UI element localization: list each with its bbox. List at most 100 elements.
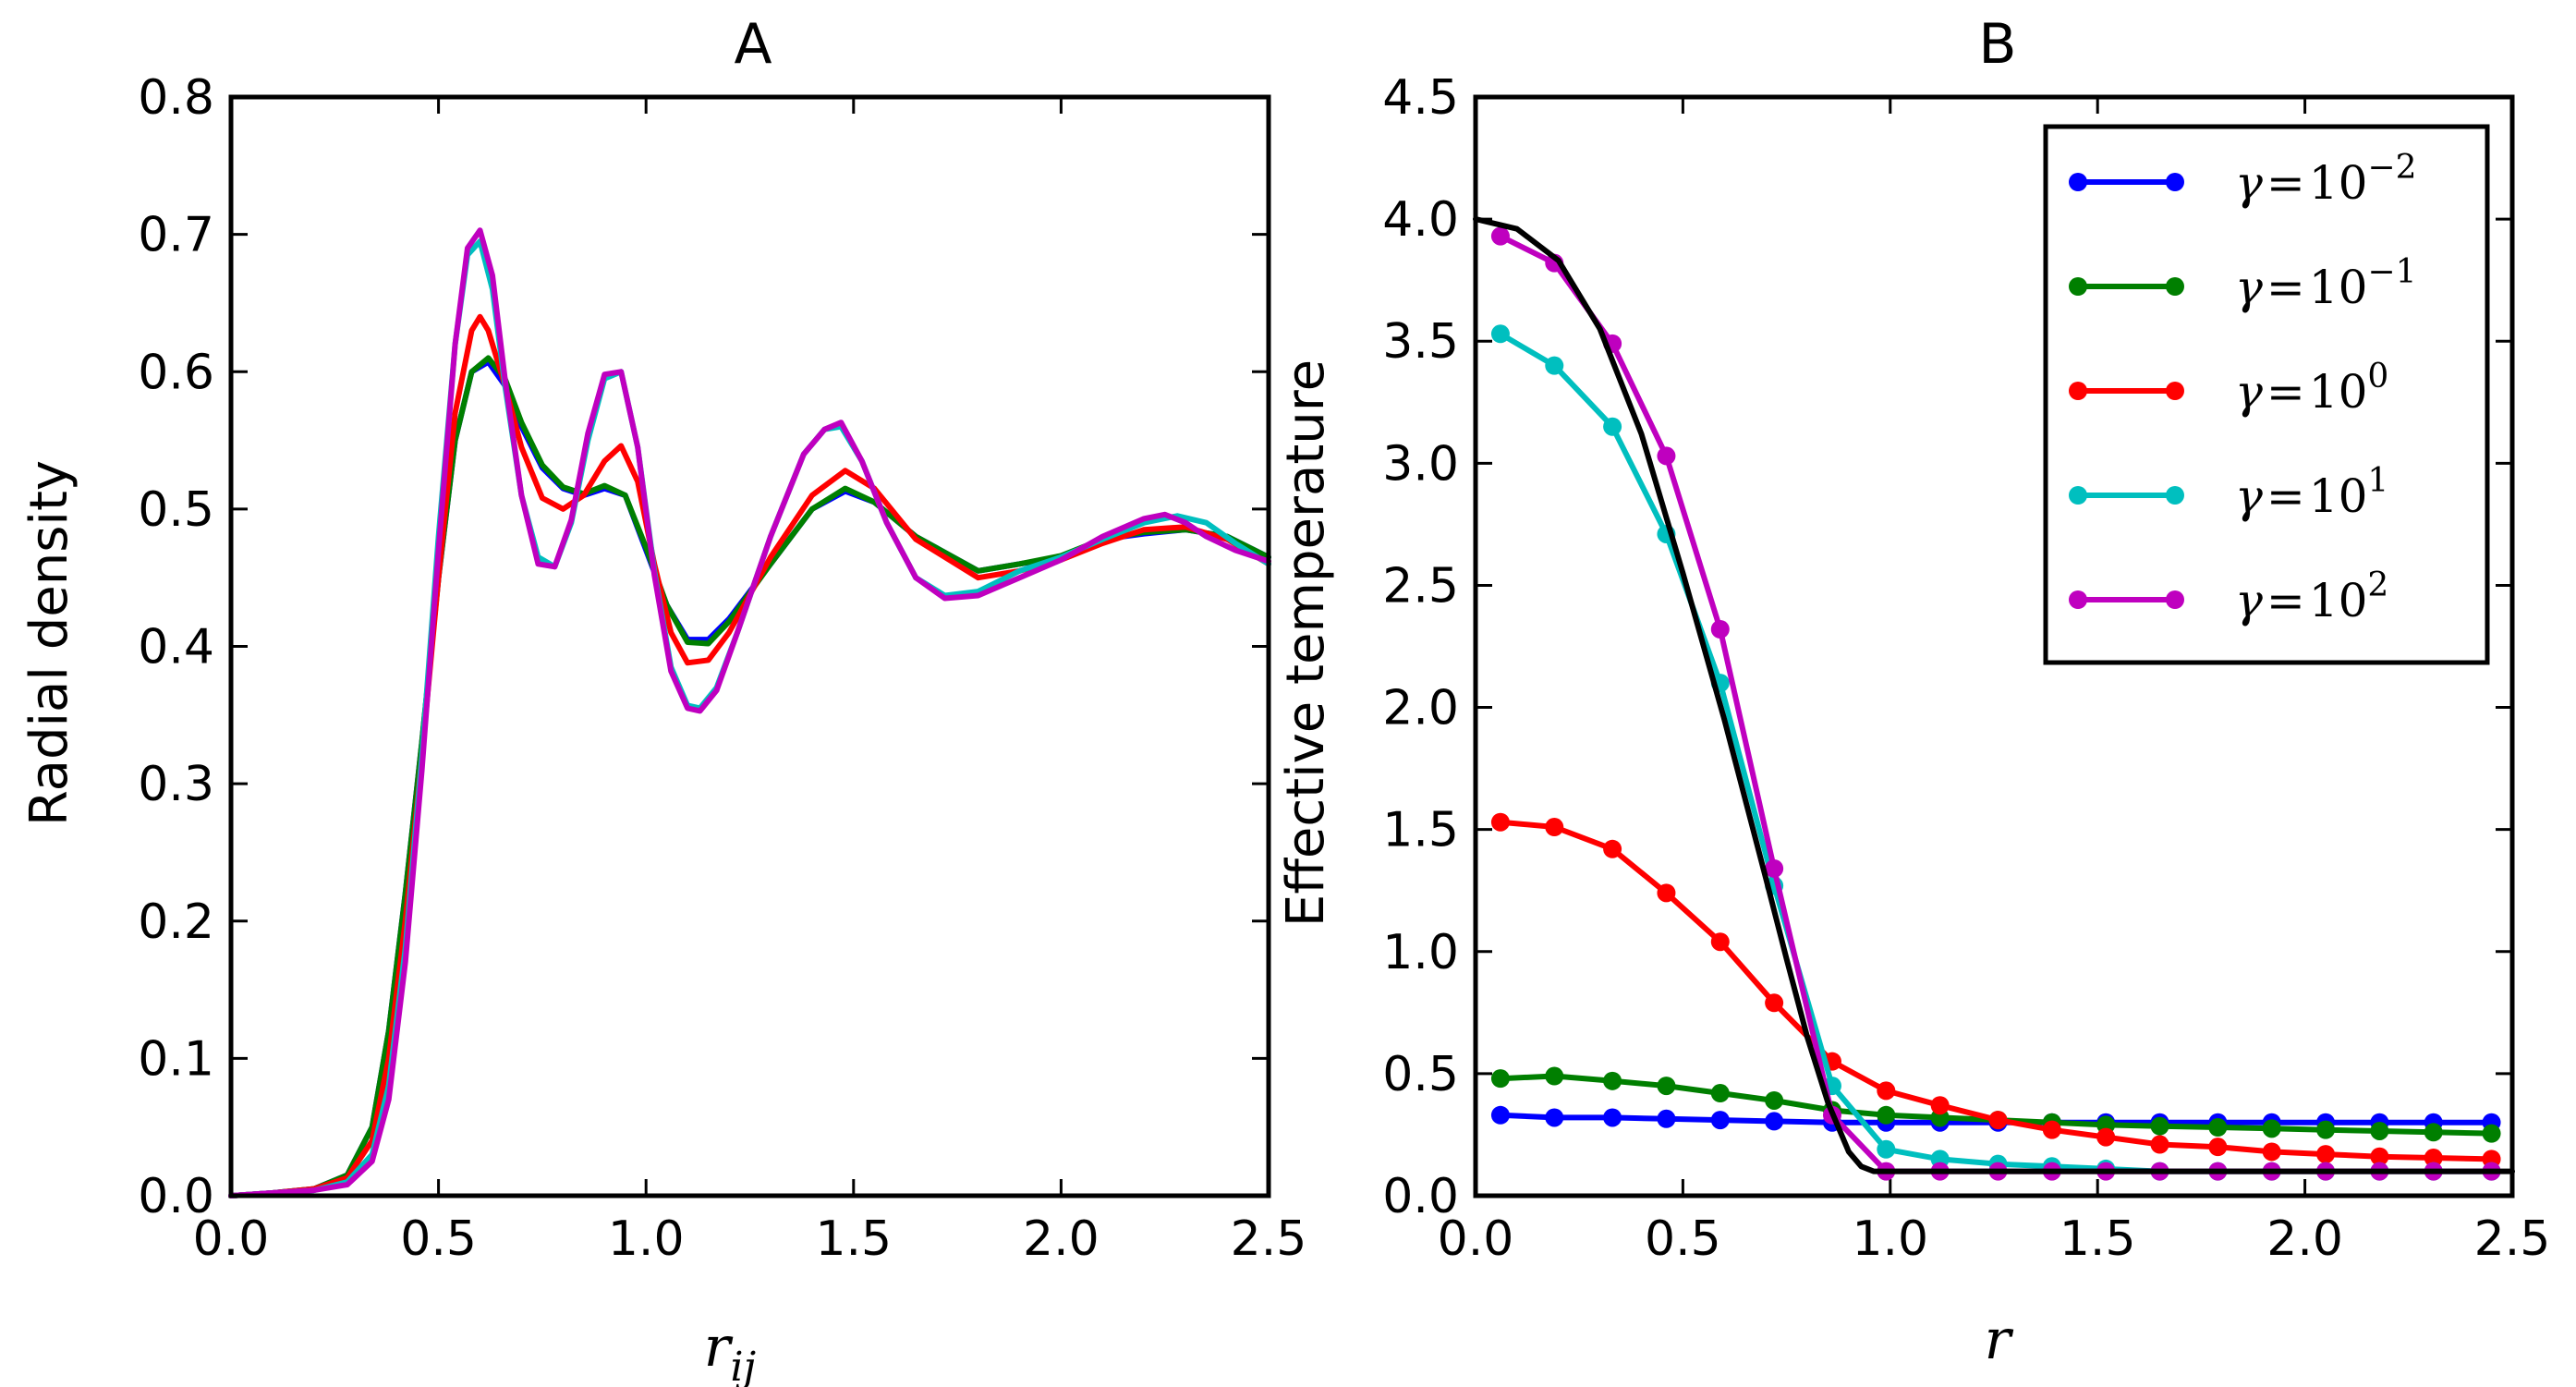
- panel-a-xlabel-sub: ij: [730, 1344, 756, 1387]
- legend-marker-green: [2166, 277, 2184, 296]
- b-point-magenta: [1657, 446, 1676, 466]
- b-ytick-label: 0.0: [1382, 1169, 1459, 1224]
- panel-a-ticks: 0.0 0.5 1.0 1.5 2.0 2.5 0.0 0.1 0.2 0.3 0.4 0.5 0.6 0…: [138, 70, 1306, 1267]
- b-point-red: [2096, 1127, 2116, 1147]
- b-point-green: [2482, 1124, 2501, 1143]
- legend-marker-blue: [2166, 173, 2184, 191]
- panel-b: B Effective temperature r 0.0 0.5 1.0 1.5 2.…: [1276, 12, 2550, 1372]
- b-xtick-label: 0.0: [1438, 1211, 1514, 1267]
- legend-marker-red: [2166, 382, 2184, 400]
- b-point-green: [1657, 1077, 1676, 1096]
- b-point-red: [2208, 1138, 2228, 1157]
- b-point-green: [1710, 1084, 1730, 1103]
- legend-eq: =: [2266, 469, 2305, 523]
- legend-base: 10: [2309, 469, 2368, 523]
- b-point-cyan: [1877, 1139, 1896, 1159]
- panel-b-frame: [1473, 94, 2515, 1198]
- b-point-red: [2042, 1120, 2061, 1139]
- b-point-green: [1765, 1090, 1784, 1110]
- legend-box: [2043, 124, 2490, 665]
- a-ytick-label: 0.7: [138, 208, 214, 263]
- b-point-green: [1603, 1071, 1622, 1090]
- legend-base: 10: [2309, 261, 2368, 314]
- legend-gamma: γ: [2235, 261, 2263, 314]
- b-point-cyan: [1490, 324, 1510, 344]
- panel-a: A Radial density rij 0.0 0.5 1.0 1.5 2.0 2.50…: [19, 12, 1306, 1387]
- legend-label-green: γ=10−1: [2235, 253, 2417, 314]
- b-point-green: [2262, 1119, 2281, 1138]
- b-point-red: [1988, 1111, 2008, 1130]
- legend-marker-magenta: [2069, 590, 2087, 609]
- a-xtick-label: 2.0: [1023, 1211, 1100, 1267]
- a-xtick-label: 0.0: [193, 1211, 270, 1267]
- b-ytick-label: 4.0: [1382, 192, 1459, 248]
- legend-eq: =: [2266, 261, 2305, 314]
- b-point-red: [1765, 993, 1784, 1013]
- b-xtick-label: 1.5: [2060, 1211, 2136, 1267]
- a-ytick-label: 0.1: [138, 1031, 214, 1087]
- b-point-magenta: [1710, 620, 1730, 639]
- legend-marker-cyan: [2166, 486, 2184, 505]
- legend-exponent: −2: [2367, 149, 2416, 187]
- legend-base: 10: [2309, 365, 2368, 419]
- b-point-red: [2370, 1147, 2389, 1166]
- b-ytick-label: 3.5: [1382, 314, 1459, 370]
- a-ytick-label: 0.8: [138, 70, 214, 126]
- b-point-red: [2150, 1135, 2169, 1154]
- b-xtick-label: 2.5: [2474, 1211, 2551, 1267]
- b-xtick-label: 2.0: [2266, 1211, 2343, 1267]
- b-point-red: [2316, 1145, 2336, 1164]
- b-point-blue: [1603, 1108, 1622, 1127]
- a-ytick-label: 0.2: [138, 894, 214, 950]
- a-series-line-magenta: [228, 227, 1271, 1198]
- panel-a-xlabel-base: r: [704, 1315, 734, 1380]
- b-point-blue: [1765, 1112, 1784, 1131]
- b-ytick-label: 1.5: [1382, 803, 1459, 858]
- legend-gamma: γ: [2235, 156, 2263, 210]
- b-ytick-label: 4.5: [1382, 70, 1459, 126]
- b-point-green: [1877, 1105, 1896, 1125]
- b-ytick-label: 2.5: [1382, 558, 1459, 614]
- panel-a-title: A: [734, 12, 772, 77]
- legend-marker-magenta: [2166, 590, 2184, 609]
- panel-a-frame: [228, 94, 1271, 1198]
- legend-base: 10: [2309, 156, 2368, 210]
- b-point-blue: [1657, 1109, 1676, 1128]
- legend-eq: =: [2266, 365, 2305, 419]
- b-point-magenta: [1490, 226, 1510, 246]
- panel-a-ylabel: Radial density: [19, 460, 79, 826]
- a-ytick-label: 0.0: [138, 1169, 214, 1224]
- legend-exponent: 1: [2367, 462, 2388, 500]
- b-point-red: [1490, 812, 1510, 832]
- legend-label-blue: γ=10−2: [2235, 149, 2417, 210]
- a-xtick-label: 1.0: [608, 1211, 685, 1267]
- a-xtick-label: 0.5: [400, 1211, 477, 1267]
- legend-marker-blue: [2069, 173, 2087, 191]
- legend-marker-cyan: [2069, 486, 2087, 505]
- b-point-red: [1930, 1096, 1950, 1115]
- b-ytick-label: 2.0: [1382, 681, 1459, 736]
- b-series-line-black: [1473, 216, 2515, 1174]
- legend-gamma: γ: [2235, 574, 2263, 627]
- b-point-red: [2424, 1149, 2443, 1168]
- legend-gamma: γ: [2235, 365, 2263, 419]
- b-point-red: [1877, 1081, 1896, 1101]
- a-ytick-label: 0.5: [138, 482, 214, 538]
- b-point-red: [1657, 883, 1676, 903]
- b-ytick-label: 0.5: [1382, 1047, 1459, 1102]
- b-xtick-label: 1.0: [1852, 1211, 1928, 1267]
- panel-a-series: [228, 227, 1271, 1198]
- b-point-green: [1490, 1069, 1510, 1089]
- b-point-cyan: [1545, 356, 1564, 375]
- b-point-green: [2316, 1120, 2336, 1139]
- legend-label-magenta: γ=102: [2235, 566, 2388, 627]
- b-point-blue: [1490, 1105, 1510, 1125]
- legend-eq: =: [2266, 574, 2305, 627]
- b-point-red: [1710, 932, 1730, 952]
- legend-label-red: γ=100: [2235, 358, 2388, 419]
- b-point-green: [2370, 1121, 2389, 1140]
- legend-exponent: −1: [2367, 253, 2416, 291]
- b-point-blue: [1710, 1111, 1730, 1130]
